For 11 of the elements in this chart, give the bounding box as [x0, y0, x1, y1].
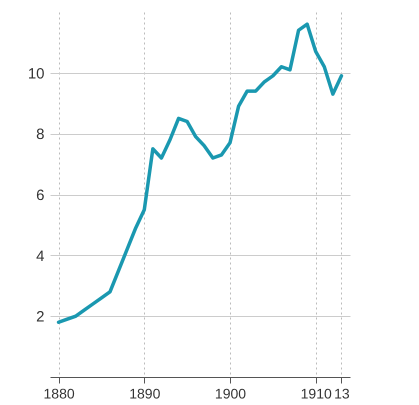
y-tick-label: 8 [36, 126, 44, 144]
y-tick-label: 4 [36, 248, 44, 265]
x-tick-label: 13 [334, 386, 350, 402]
x-tick-label: 1890 [129, 386, 161, 402]
y-tick-label: 10 [28, 65, 44, 82]
y-tick-label: 2 [36, 308, 44, 326]
y-tick-label: 6 [36, 187, 44, 204]
x-tick-label: 1900 [214, 386, 246, 402]
x-tick-label: 1910 [300, 386, 332, 402]
line-series [56, 22, 344, 324]
x-tick-label: 1880 [43, 386, 75, 402]
